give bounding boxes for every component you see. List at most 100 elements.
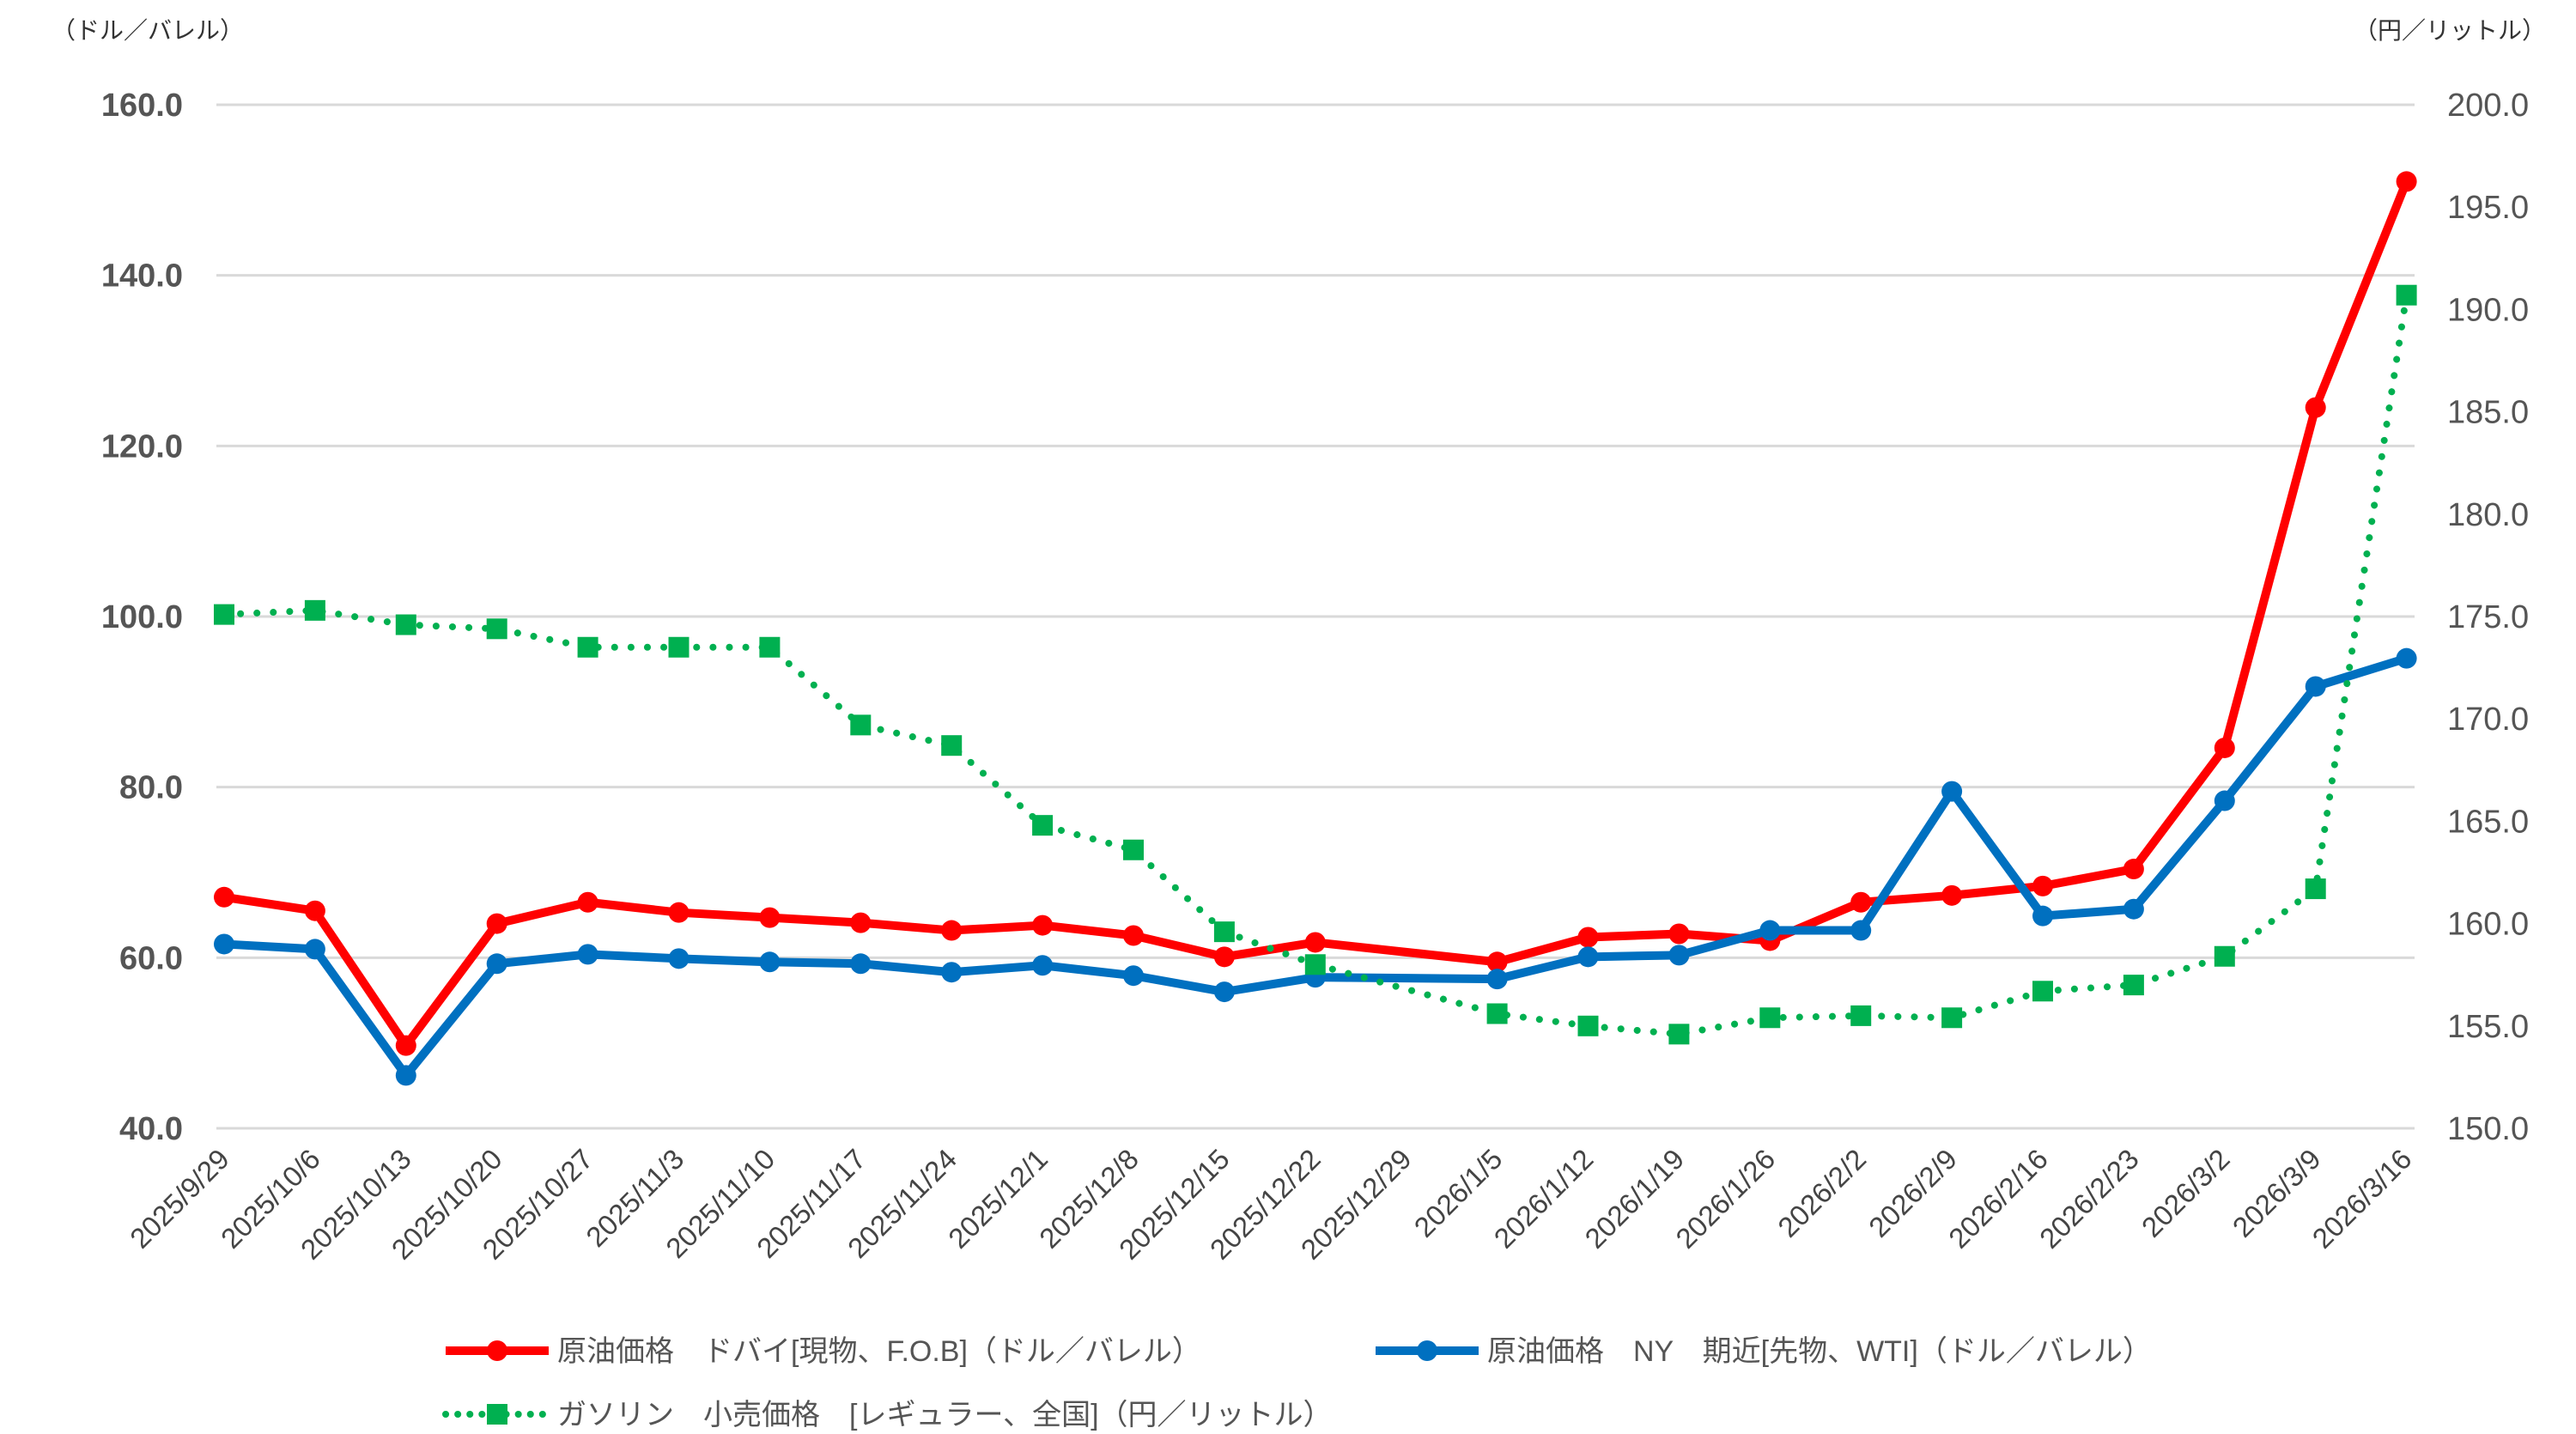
data-point (1668, 1024, 1690, 1045)
series-lines (214, 171, 2417, 1086)
data-point (759, 907, 781, 928)
data-point (941, 962, 963, 983)
data-point (759, 951, 781, 973)
data-point (1759, 1007, 1781, 1029)
data-point (577, 944, 598, 965)
data-point (214, 933, 234, 955)
data-point (2032, 981, 2053, 1002)
data-point (577, 891, 598, 913)
data-point (1304, 954, 1326, 975)
right-tick-label: 200.0 (2447, 88, 2529, 124)
x-tick-label: 2026/2/16 (1942, 1143, 2054, 1255)
x-tick-label: 2026/1/26 (1669, 1143, 1781, 1255)
left-axis-ticks: 40.0 60.0 80.0 100.0 120.0 140.0 160.0 (101, 88, 183, 1147)
right-tick-label: 185.0 (2447, 395, 2529, 431)
data-point (1941, 1007, 1963, 1029)
data-point (668, 902, 690, 923)
left-tick-label: 80.0 (119, 770, 183, 806)
legend-label: ガソリン 小売価格 [レギュラー、全国]（円／リットル） (557, 1399, 1333, 1431)
legend-marker (487, 1340, 507, 1361)
data-point (850, 714, 872, 736)
x-tick-label: 2026/2/23 (2033, 1143, 2145, 1255)
legend-item: ガソリン 小売価格 [レギュラー、全国]（円／リットル） (442, 1399, 1333, 1431)
data-point (395, 1065, 416, 1086)
right-axis-ticks: 150.0 155.0 160.0 165.0 170.0 175.0 180.0 185.0… (2447, 88, 2529, 1147)
data-point (304, 900, 325, 921)
data-point (1850, 891, 1872, 913)
data-point (304, 599, 325, 621)
x-tick-label: 2026/3/2 (2136, 1143, 2236, 1243)
data-point (1850, 1005, 1872, 1026)
right-tick-label: 170.0 (2447, 702, 2529, 738)
legend: 原油価格 ドバイ[現物、F.O.B]（ドル／バレル） 原油価格 NY 期近[先物、… (442, 1335, 2152, 1431)
series-0 (214, 171, 2417, 1056)
data-point (941, 920, 963, 941)
data-point (1668, 923, 1690, 945)
data-point (1577, 927, 1599, 948)
data-point (1213, 981, 1235, 1003)
right-tick-label: 155.0 (2447, 1009, 2529, 1045)
series-2 (214, 284, 2417, 1045)
data-point (2396, 171, 2417, 192)
data-point (2123, 898, 2144, 920)
x-tick-label: 2025/9/29 (124, 1143, 235, 1255)
data-point (1032, 955, 1054, 976)
data-point (1577, 1015, 1599, 1036)
data-point (850, 953, 872, 975)
left-tick-label: 40.0 (119, 1111, 183, 1147)
data-point (2396, 647, 2417, 669)
left-tick-label: 100.0 (101, 599, 183, 635)
data-point (1668, 945, 1690, 966)
legend-item: 原油価格 ドバイ[現物、F.O.B]（ドル／バレル） (446, 1335, 1201, 1368)
data-point (1759, 920, 1781, 941)
data-point (1213, 946, 1235, 968)
data-point (2305, 878, 2326, 900)
data-point (486, 953, 507, 975)
data-point (577, 636, 598, 658)
right-tick-label: 160.0 (2447, 907, 2529, 943)
data-point (2123, 975, 2144, 996)
data-point (486, 913, 507, 934)
data-point (1123, 839, 1144, 860)
data-point (395, 614, 416, 635)
series-line (221, 291, 2410, 1038)
x-tick-label: 2026/2/2 (1771, 1143, 1872, 1243)
data-point (1486, 969, 1508, 990)
data-point (941, 735, 963, 756)
data-point (668, 948, 690, 969)
data-point (1941, 781, 1963, 802)
legend-label: 原油価格 ドバイ[現物、F.O.B]（ドル／バレル） (557, 1335, 1201, 1368)
data-point (2305, 676, 2326, 697)
data-point (759, 636, 781, 658)
data-point (850, 912, 872, 933)
data-point (2305, 397, 2326, 418)
legend-marker (487, 1404, 507, 1425)
data-point (2123, 859, 2144, 880)
right-tick-label: 165.0 (2447, 804, 2529, 840)
data-point (668, 636, 690, 658)
data-point (1304, 932, 1326, 953)
legend-marker (1417, 1340, 1437, 1361)
data-point (304, 939, 325, 960)
data-point (2214, 945, 2235, 967)
data-point (1032, 815, 1054, 836)
right-tick-label: 150.0 (2447, 1111, 2529, 1147)
x-tick-label: 2026/1/19 (1578, 1143, 1690, 1255)
right-axis-unit-label: （円／リットル） (2354, 17, 2546, 44)
right-tick-label: 175.0 (2447, 599, 2529, 635)
legend-item: 原油価格 NY 期近[先物、WTI]（ドル／バレル） (1376, 1335, 2152, 1368)
data-point (214, 886, 234, 908)
data-point (2214, 737, 2235, 758)
data-point (1123, 965, 1144, 987)
data-point (2032, 905, 2053, 927)
data-point (214, 604, 234, 625)
data-point (395, 1035, 416, 1056)
data-point (1486, 1003, 1508, 1024)
data-point (2214, 790, 2235, 811)
data-point (2032, 875, 2053, 896)
left-axis-unit-label: （ドル／バレル） (52, 17, 244, 44)
series-1 (214, 647, 2417, 1086)
x-tick-label: 2025/12/1 (942, 1143, 1054, 1255)
data-point (486, 618, 507, 640)
